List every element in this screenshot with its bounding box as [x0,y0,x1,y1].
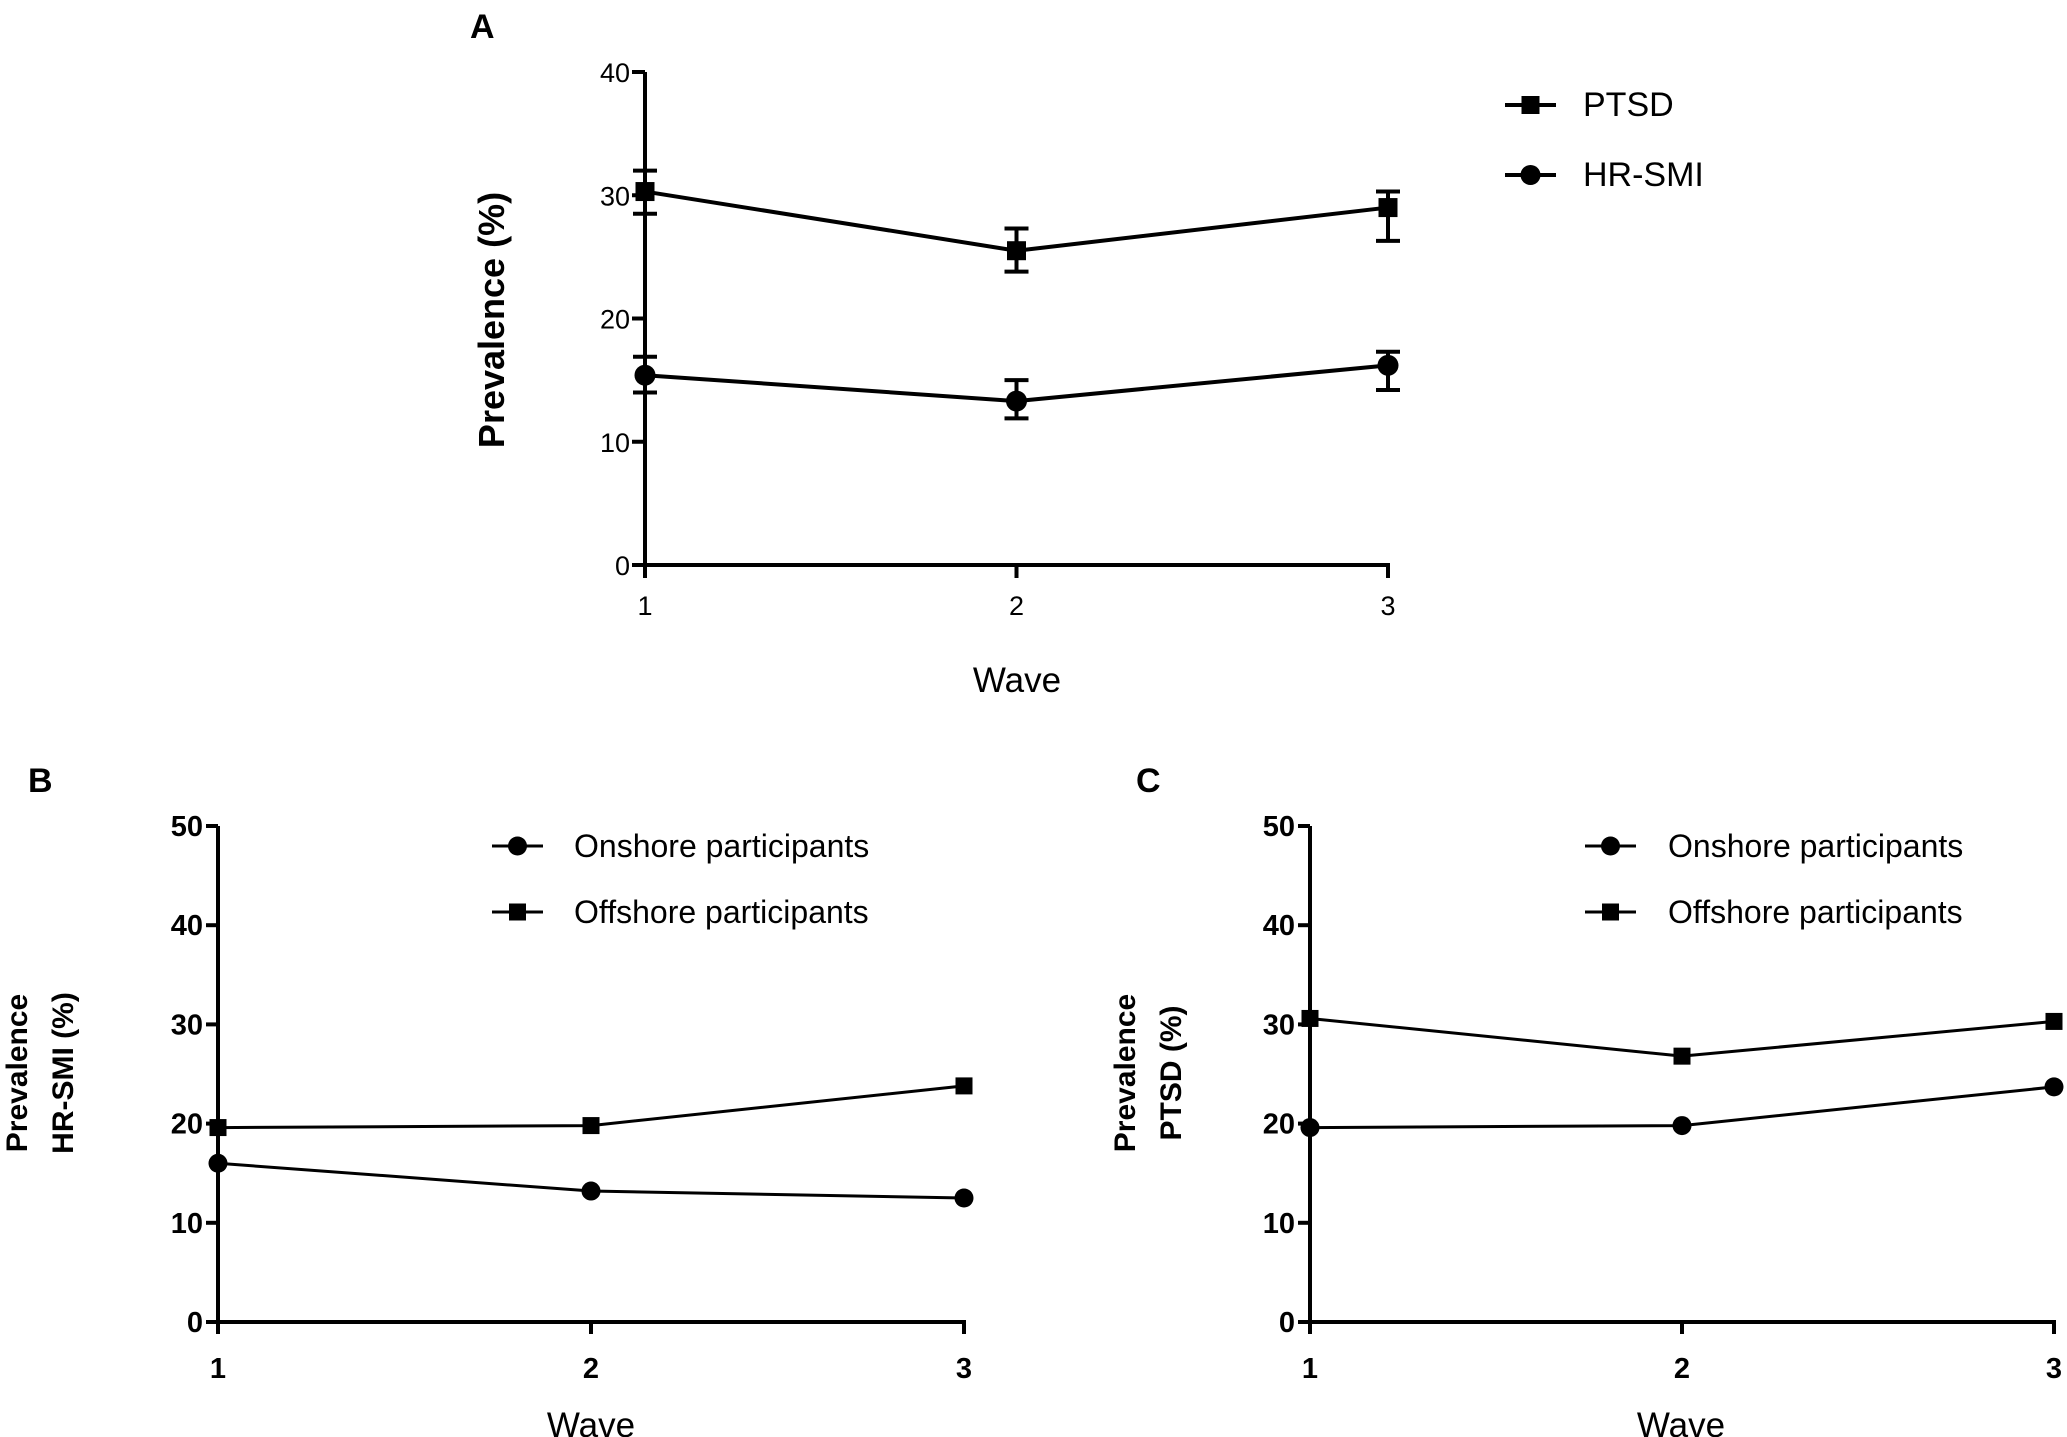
y-tick-label: 10 [600,428,630,458]
data-point [1007,241,1026,261]
data-point [1673,1047,1691,1065]
x-tick-label: 1 [1302,1353,1318,1385]
data-point [1006,390,1027,412]
data-point [209,1119,227,1137]
legend-item: Offshore participants [1585,894,1963,930]
legend-marker [1602,903,1619,921]
legend-item: PTSD [1505,86,1674,124]
panel-letter: A [470,8,495,46]
x-tick-label: 2 [583,1353,599,1385]
panel-b: B 0 10 20 30 40 50 1 2 3 Wave Prevalence HR-SMI (%) O… [1,762,974,1437]
y-tick-label: 50 [171,811,203,843]
legend-item: Onshore participants [1585,828,1963,864]
panel-letter: C [1136,762,1161,800]
series-offshore-participants [209,1077,973,1137]
y-axis-label-line: Prevalence [1,994,34,1152]
x-axis-label: Wave [547,1406,635,1437]
panel-letter: B [28,762,53,800]
x-axis-label: Wave [973,661,1061,700]
data-point [1672,1116,1692,1136]
y-tick-label: 0 [615,551,630,581]
x-tick-label: 2 [1674,1353,1690,1385]
data-point [581,1181,601,1201]
x-axis-label: Wave [1637,1406,1725,1437]
x-tick-label: 3 [2046,1353,2062,1385]
legend-marker [1520,165,1541,185]
y-tick-label: 0 [1279,1307,1295,1339]
data-point [2045,1012,2063,1030]
y-tick-label: 50 [1263,811,1295,843]
legend-label: Offshore participants [1668,894,1963,930]
legend-label: HR-SMI [1583,156,1704,194]
legend-label: Onshore participants [1668,828,1963,864]
y-axis-label: Prevalence HR-SMI (%) [1,992,80,1154]
data-point [582,1117,600,1135]
legend-label: PTSD [1583,86,1674,124]
data-point [1301,1009,1319,1027]
series-hr-smi [633,349,1400,421]
legend-marker [509,903,526,921]
panel-a: A 0 10 20 30 40 1 2 3 Wave Prevalence (%) PTSD HR-SM… [470,8,1704,700]
y-tick-label: 30 [600,181,630,211]
x-tick-label: 1 [637,591,652,621]
series-ptsd [633,168,1400,274]
y-tick-label: 20 [600,305,630,335]
y-tick-label: 40 [1263,910,1295,942]
data-point [1377,354,1399,376]
y-tick-label: 30 [171,1009,203,1041]
legend-item: HR-SMI [1505,156,1704,194]
y-axis-label-line: HR-SMI (%) [47,992,80,1154]
x-tick-label: 1 [210,1353,226,1385]
series-onshore-participants [1300,1077,2064,1138]
legend-label: Onshore participants [574,828,869,864]
y-tick-label: 0 [187,1307,203,1339]
y-axis-label-line: Prevalence [1109,994,1142,1152]
y-axis-label: Prevalence PTSD (%) [1109,994,1188,1152]
y-tick-label: 20 [171,1109,203,1141]
data-point [634,364,656,386]
data-point [954,1188,974,1208]
data-point [1300,1118,1320,1138]
data-point [2044,1077,2064,1097]
series-onshore-participants [208,1153,974,1208]
y-tick-label: 10 [1263,1208,1295,1240]
data-point [208,1153,228,1173]
y-axis-label-line: PTSD (%) [1155,1006,1188,1141]
legend-item: Onshore participants [492,828,869,864]
data-point [955,1077,973,1095]
y-tick-label: 40 [600,58,630,88]
data-point [635,182,655,202]
legend-marker [1601,836,1620,856]
x-tick-label: 2 [1009,591,1024,621]
legend-item: Offshore participants [492,894,869,930]
data-point [1378,198,1398,218]
y-tick-label: 10 [171,1208,203,1240]
legend-marker [1521,96,1540,114]
y-tick-label: 40 [171,910,203,942]
legend-label: Offshore participants [574,894,869,930]
legend-marker [508,836,527,856]
series-offshore-participants [1301,1009,2063,1065]
y-axis-label: Prevalence (%) [471,192,512,448]
x-tick-label: 3 [1380,591,1395,621]
x-tick-label: 3 [956,1353,972,1385]
panel-c: C 0 10 20 30 40 50 1 2 3 Wave Prevalence PTSD (%) Ons… [1109,762,2064,1437]
y-tick-label: 30 [1263,1009,1295,1041]
y-tick-label: 20 [1263,1109,1295,1141]
